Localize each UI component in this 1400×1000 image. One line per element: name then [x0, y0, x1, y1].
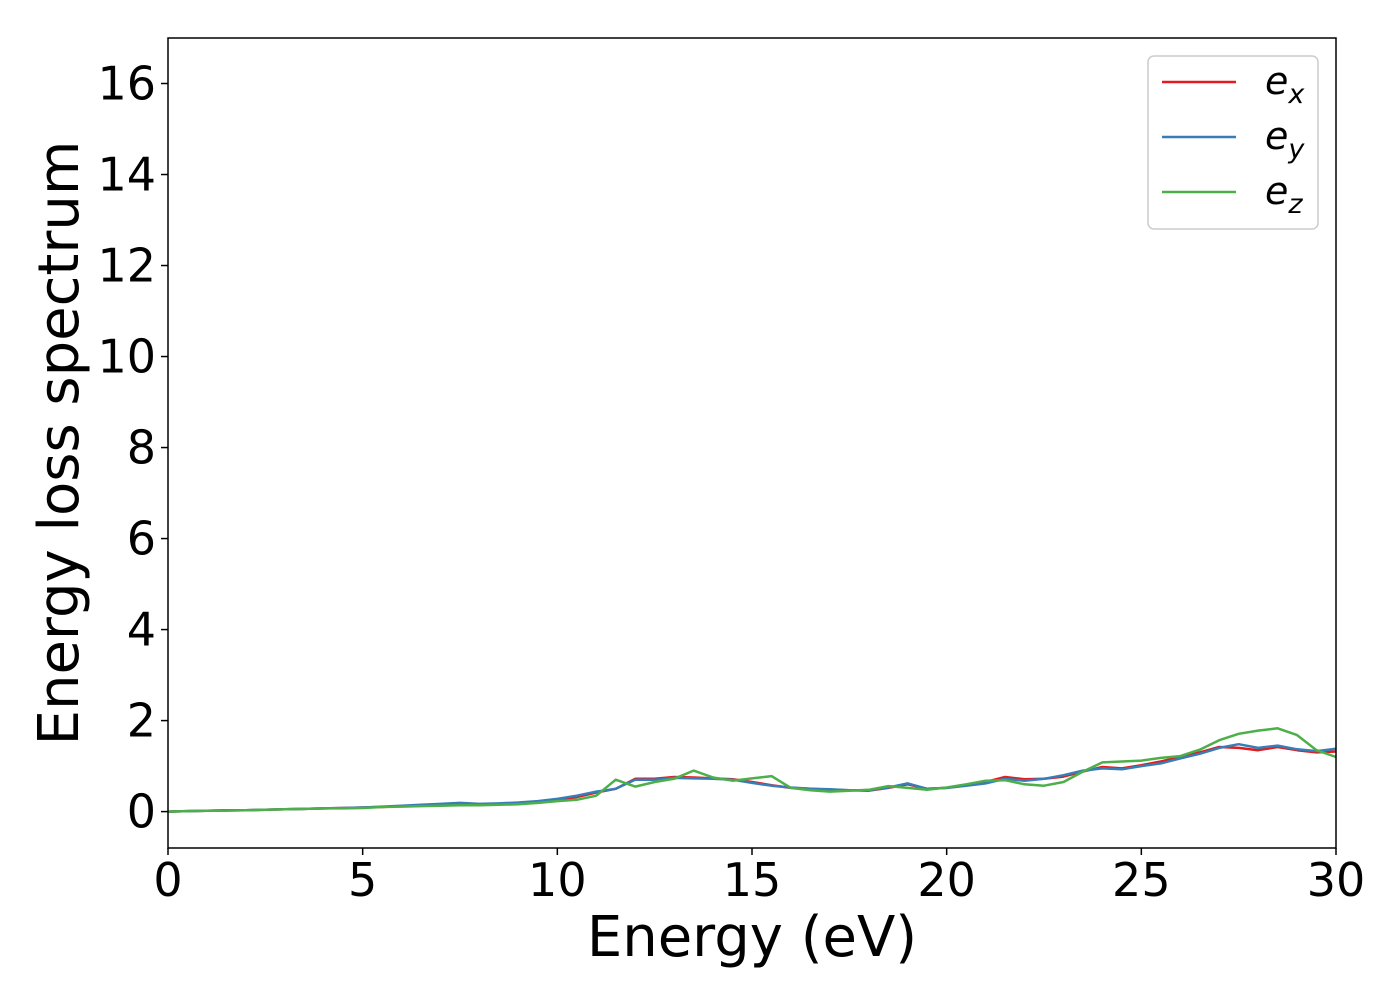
y-tick-label: 8: [127, 421, 156, 475]
x-tick-label: 10: [528, 853, 587, 907]
y-tick-label: 0: [127, 785, 156, 839]
x-tick-label: 0: [153, 853, 182, 907]
y-axis-ticks: 0 2 4 6 8 10 12 14 16: [97, 57, 168, 839]
x-tick-label: 25: [1112, 853, 1171, 907]
x-axis-label: Energy (eV): [587, 905, 917, 970]
series-layer: [167, 727, 1337, 813]
y-tick-label: 6: [127, 512, 156, 566]
legend-box: [1147, 55, 1319, 230]
legend-label-x: ex: [1265, 59, 1305, 110]
x-tick-label: 20: [917, 853, 976, 907]
legend-label-subscript: z: [1287, 189, 1303, 220]
legend-label-main: e: [1265, 169, 1288, 213]
y-tick-label: 2: [127, 694, 156, 748]
y-tick-label: 12: [97, 239, 156, 293]
y-tick-label: 10: [97, 330, 156, 384]
legend-label-subscript: x: [1287, 79, 1305, 110]
legend-label-main: e: [1265, 59, 1288, 103]
x-tick-label: 15: [723, 853, 782, 907]
x-axis-ticks: 0 5 10 15 20 25 30: [153, 848, 1365, 907]
legend-label-main: e: [1265, 114, 1288, 158]
x-tick-label: 5: [348, 853, 377, 907]
legend-label-y: ey: [1265, 114, 1305, 165]
legend-label-z: ez: [1265, 169, 1303, 220]
series-line-z: [167, 727, 1337, 813]
y-axis-label: Energy loss spectrum: [27, 141, 92, 746]
y-tick-label: 14: [97, 148, 156, 202]
legend-label-subscript: y: [1287, 134, 1305, 165]
x-tick-label: 30: [1307, 853, 1366, 907]
y-tick-label: 4: [127, 603, 156, 657]
y-tick-label: 16: [97, 57, 156, 111]
